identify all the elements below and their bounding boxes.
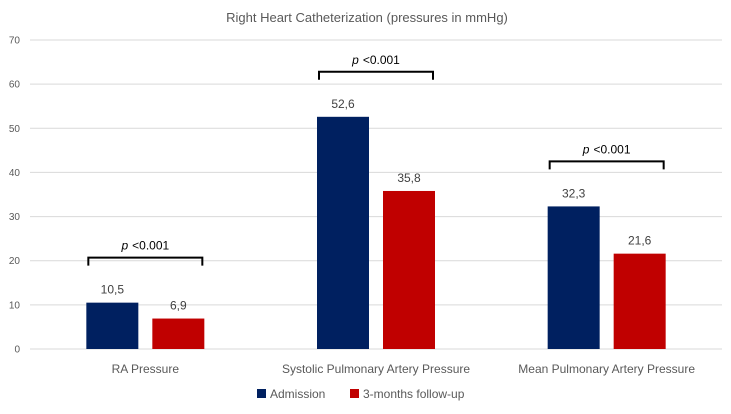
p-value: <0.001 — [593, 142, 630, 156]
y-axis-ticks: 0 10 20 30 40 50 60 70 — [9, 36, 21, 356]
category-label: RA Pressure — [112, 362, 180, 376]
y-tick-label: 0 — [14, 345, 20, 356]
y-tick-label: 40 — [9, 168, 21, 179]
data-label: 10,5 — [101, 283, 125, 297]
y-tick-label: 10 — [9, 300, 21, 311]
data-label: 21,6 — [628, 234, 652, 248]
legend-label: 3-months follow-up — [363, 387, 465, 401]
p-value: <0.001 — [363, 53, 400, 67]
data-label: 32,3 — [562, 186, 586, 200]
y-tick-label: 30 — [9, 212, 21, 223]
bar-admission — [547, 206, 600, 349]
chart-title: Right Heart Catheterization (pressures i… — [226, 10, 508, 25]
bars — [86, 116, 666, 350]
gridlines — [30, 39, 722, 350]
p-symbol: p — [582, 142, 590, 156]
data-label: 6,9 — [170, 299, 187, 313]
y-tick-label: 60 — [9, 80, 21, 91]
category-label: Mean Pulmonary Artery Pressure — [518, 362, 695, 376]
bar-admission — [317, 116, 369, 350]
data-label: 35,8 — [397, 171, 421, 185]
category-label: Systolic Pulmonary Artery Pressure — [282, 362, 470, 376]
y-tick-label: 50 — [9, 124, 21, 135]
legend-item-follow-up[interactable]: 3-months follow-up — [350, 387, 465, 401]
p-value: <0.001 — [132, 239, 169, 253]
data-labels: 10,5 6,9 52,6 35,8 32,3 21,6 — [101, 97, 652, 313]
p-value-label: p <0.001 — [351, 53, 400, 67]
significance-bracket — [548, 160, 665, 170]
bar-follow-up — [613, 253, 666, 349]
bar-follow-up — [383, 190, 435, 349]
data-label: 52,6 — [331, 97, 355, 111]
x-axis-categories: RA Pressure Systolic Pulmonary Artery Pre… — [112, 362, 696, 376]
y-tick-label: 70 — [9, 36, 21, 47]
bar-follow-up — [152, 318, 205, 349]
legend-item-admission[interactable]: Admission — [257, 387, 325, 401]
p-symbol: p — [120, 239, 128, 253]
y-tick-label: 20 — [9, 256, 21, 267]
p-value-label: p <0.001 — [582, 142, 631, 156]
p-value-label: p <0.001 — [120, 239, 169, 253]
legend-swatch — [257, 389, 266, 398]
legend-label: Admission — [270, 387, 325, 401]
significance-bracket — [87, 256, 204, 266]
significance-bracket — [318, 70, 434, 80]
legend[interactable]: Admission 3-months follow-up — [257, 387, 465, 401]
bar-admission — [86, 302, 139, 349]
p-symbol: p — [351, 53, 359, 67]
legend-swatch — [350, 389, 359, 398]
